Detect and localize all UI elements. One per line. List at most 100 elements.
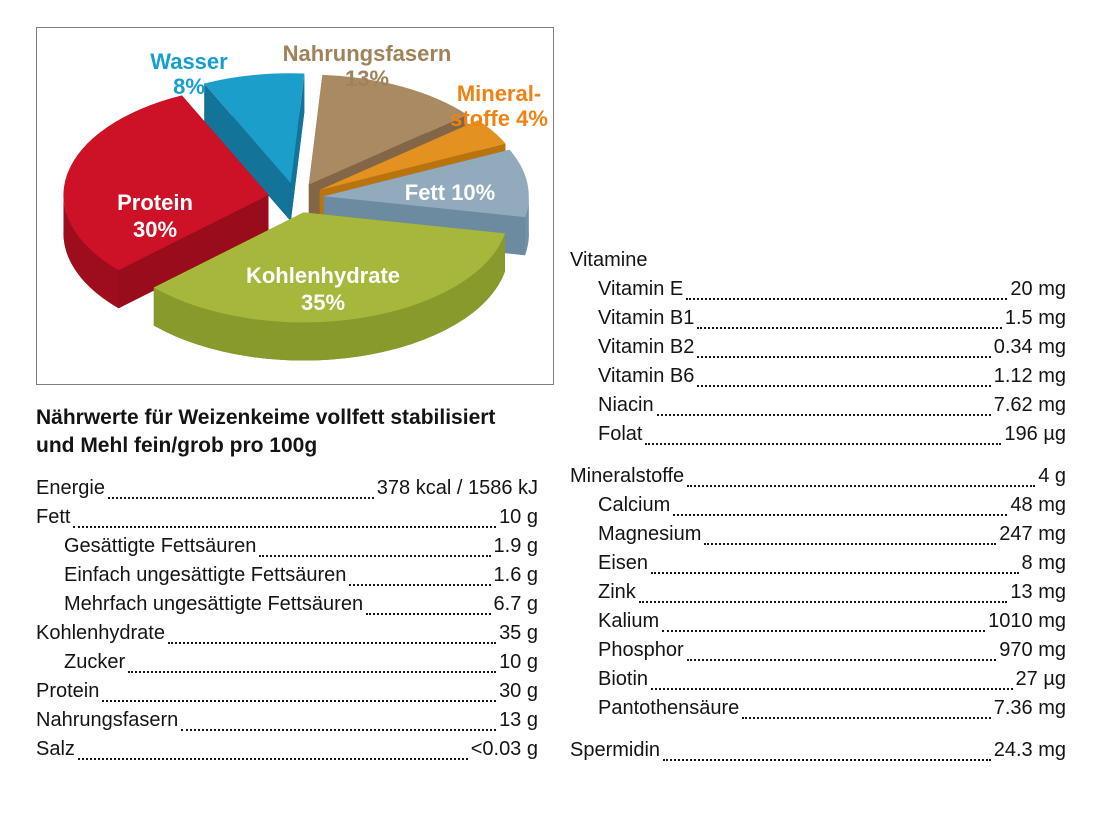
- micronutrients-panel: Vitamine Vitamin E 20 mg Vitamin B1 1.5 mg V…: [570, 246, 1066, 765]
- dotted-leader: [686, 636, 997, 661]
- nutrition-value: 378 kcal / 1586 kJ: [376, 477, 538, 499]
- vitamin-label: Niacin: [598, 394, 654, 416]
- nutrition-value: 1.6 g: [493, 564, 538, 586]
- nutrition-label: Protein: [36, 680, 100, 702]
- dotted-leader: [638, 578, 1008, 603]
- vitamins-header-row: Vitamine: [570, 246, 1066, 275]
- mineral-value: 8 mg: [1021, 552, 1066, 574]
- pie-slice-wasser-top: [204, 73, 305, 184]
- spermidin-row: Spermidin 24.3 mg: [570, 736, 1066, 765]
- dotted-leader: [349, 561, 491, 586]
- dotted-leader: [651, 665, 1013, 690]
- vitamin-label: Folat: [598, 423, 643, 445]
- nutrition-label: Gesättigte Fettsäuren: [64, 535, 257, 557]
- nutrition-list: Energie 378 kcal / 1586 kJ Fett 10 g Gesätti…: [36, 474, 538, 764]
- nutrition-label: Einfach ungesättigte Fettsäuren: [64, 564, 347, 586]
- nutrition-label: Salz: [36, 738, 75, 760]
- pie-slice-protein-top: [63, 95, 269, 271]
- dotted-leader: [645, 420, 1002, 445]
- nutrition-label: Kohlenhydrate: [36, 622, 165, 644]
- dotted-leader: [662, 607, 986, 632]
- dotted-leader: [102, 677, 497, 702]
- pie-label-mineralstoffe: Mineral-stoffe 4%: [450, 81, 548, 131]
- pie-slice-protein-cut-face: [118, 195, 269, 309]
- pie-slice-kohlenhydrate-top: [153, 212, 506, 323]
- minerals-header: Mineralstoffe: [570, 465, 685, 487]
- mineral-row: Kalium 1010 mg: [570, 607, 1066, 636]
- nutrition-row: Zucker 10 g: [36, 648, 538, 677]
- nutrition-row: Kohlenhydrate 35 g: [36, 619, 538, 648]
- mineral-value: 7.36 mg: [993, 697, 1066, 719]
- mineral-value: 27 µg: [1015, 668, 1066, 690]
- minerals-header-value: 4 g: [1038, 465, 1066, 487]
- nutrition-label: Mehrfach ungesättigte Fettsäuren: [64, 593, 364, 615]
- minerals-list: Calcium 48 mg Magnesium 247 mg Eisen 8 mg Zink…: [570, 491, 1066, 723]
- nutrition-row: Gesättigte Fettsäuren 1.9 g: [36, 532, 538, 561]
- nutrition-row: Mehrfach ungesättigte Fettsäuren 6.7 g: [36, 590, 538, 619]
- mineral-value: 13 mg: [1010, 581, 1066, 603]
- vitamin-row: Vitamin E 20 mg: [570, 275, 1066, 304]
- mineral-row: Magnesium 247 mg: [570, 520, 1066, 549]
- dotted-leader: [704, 520, 997, 545]
- nutrition-label: Zucker: [64, 651, 126, 673]
- mineral-row: Zink 13 mg: [570, 578, 1066, 607]
- nutrition-title: Nährwerte für Weizenkeime vollfett stabi…: [36, 404, 548, 460]
- pie-slice-fett-top: [323, 149, 529, 218]
- dotted-leader: [663, 736, 991, 761]
- pie-slice-kohlenhydrate-rim: [153, 233, 506, 361]
- mineral-value: 247 mg: [999, 523, 1066, 545]
- vitamin-row: Vitamin B1 1.5 mg: [570, 304, 1066, 333]
- nutrition-value: 10 g: [499, 651, 538, 673]
- dotted-leader: [651, 549, 1019, 574]
- nutrition-row: Energie 378 kcal / 1586 kJ: [36, 474, 538, 503]
- pie-label-wasser: Wasser 8%: [150, 49, 228, 99]
- nutrition-label: Nahrungsfasern: [36, 709, 179, 731]
- dotted-leader: [107, 474, 374, 499]
- vitamin-value: 0.34 mg: [993, 336, 1066, 358]
- dotted-leader: [128, 648, 497, 673]
- vitamins-list: Vitamin E 20 mg Vitamin B1 1.5 mg Vitamin B2…: [570, 275, 1066, 449]
- dotted-leader: [181, 706, 497, 731]
- nutrition-value: 10 g: [499, 506, 538, 528]
- vitamin-row: Vitamin B6 1.12 mg: [570, 362, 1066, 391]
- pie-slice-protein-rim: [63, 195, 119, 309]
- pie-slice-fett-rim: [525, 196, 529, 256]
- vitamins-header: Vitamine: [570, 249, 648, 271]
- mineral-label: Calcium: [598, 494, 671, 516]
- pie-slice-wasser-cut-face: [290, 73, 305, 222]
- pie-slice-wasser-cut-face: [204, 83, 291, 222]
- dotted-leader: [366, 590, 491, 615]
- mineral-row: Pantothensäure 7.36 mg: [570, 694, 1066, 723]
- spermidin-value: 24.3 mg: [993, 739, 1066, 761]
- mineral-label: Magnesium: [598, 523, 702, 545]
- mineral-label: Zink: [598, 581, 636, 603]
- dotted-leader: [697, 362, 991, 387]
- nutrition-value: 30 g: [499, 680, 538, 702]
- nutrition-row: Fett 10 g: [36, 503, 538, 532]
- dotted-leader: [77, 735, 468, 760]
- dotted-leader: [697, 333, 991, 358]
- mineral-label: Eisen: [598, 552, 649, 574]
- pie-label-nahrungsfasern: Nahrungsfasern 13%: [283, 41, 452, 91]
- mineral-row: Calcium 48 mg: [570, 491, 1066, 520]
- spacer: [570, 449, 1066, 462]
- dotted-leader: [687, 462, 1036, 487]
- pie-chart-panel: Fett 10% Kohlenhydrate 35% Protein 30% Wasser…: [36, 27, 554, 385]
- mineral-row: Eisen 8 mg: [570, 549, 1066, 578]
- nutrition-title-line2: und Mehl fein/grob pro 100g: [36, 434, 318, 457]
- pie-slice-mineralstoffe-top: [319, 120, 506, 190]
- nutrition-label: Fett: [36, 506, 71, 528]
- pie-chart: Fett 10% Kohlenhydrate 35% Protein 30% Wasser…: [63, 41, 548, 361]
- dotted-leader: [686, 275, 1008, 300]
- vitamin-row: Folat 196 µg: [570, 420, 1066, 449]
- nutrition-row: Salz <0.03 g: [36, 735, 538, 764]
- vitamin-label: Vitamin B2: [598, 336, 695, 358]
- nutrition-label: Energie: [36, 477, 105, 499]
- dotted-leader: [742, 694, 991, 719]
- pie-label-fett: Fett 10%: [405, 180, 495, 205]
- vitamin-value: 20 mg: [1010, 278, 1066, 300]
- vitamin-label: Vitamin E: [598, 278, 684, 300]
- spermidin-label: Spermidin: [570, 739, 661, 761]
- nutrition-row: Nahrungsfasern 13 g: [36, 706, 538, 735]
- pie-slice-nahrungsfasern-top: [308, 74, 468, 185]
